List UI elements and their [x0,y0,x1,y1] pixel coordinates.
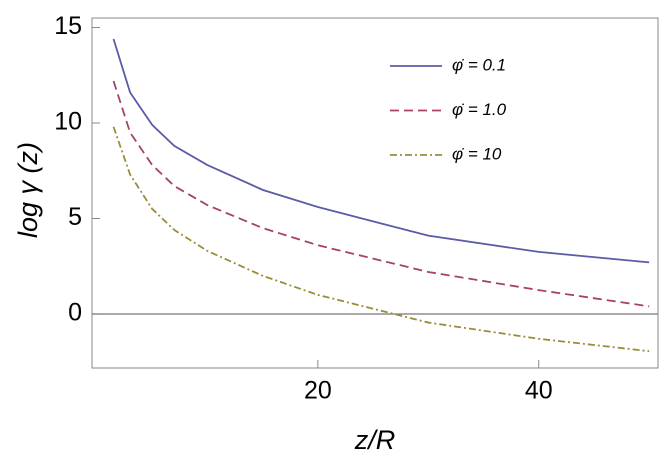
y-axis-label: log γ (z) [13,142,43,238]
legend-label: φ̇ = 0.1 [452,55,506,74]
y-tick-label: 5 [68,203,82,231]
y-tick-label: 15 [54,12,82,40]
x-tick-label: 20 [304,377,332,405]
x-tick-label: 40 [525,377,553,405]
x-axis-label: z/R [354,425,396,455]
line-series [112,38,650,264]
line-series [112,80,650,308]
line-series [112,126,650,353]
y-tick-label: 0 [68,299,82,327]
legend-label: φ̇ = 1.0 [452,100,507,119]
legend-label: φ̇ = 10 [452,144,502,163]
y-tick-label: 10 [54,108,82,136]
plot-frame [91,17,659,369]
